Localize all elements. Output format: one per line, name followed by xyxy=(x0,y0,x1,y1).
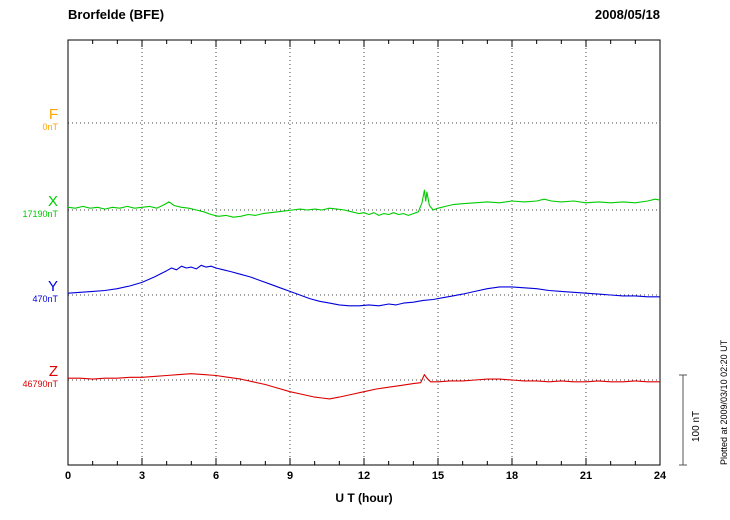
component-label-z: Z 46790nT xyxy=(0,364,58,390)
x-tick-label-9: 9 xyxy=(286,470,294,482)
x-tick-label-12: 12 xyxy=(357,470,371,482)
x-axis-label: U T (hour) xyxy=(335,491,393,505)
component-label-y: Y 470nT xyxy=(0,279,58,305)
plot-date: 2008/05/18 xyxy=(594,7,660,22)
x-tick-label-24: 24 xyxy=(653,470,667,482)
component-letter-x: X xyxy=(47,193,58,210)
component-baseline-value-f: 0nT xyxy=(42,122,58,132)
component-baseline-value-y: 470nT xyxy=(32,294,58,304)
component-label-x: X 17190nT xyxy=(0,194,58,220)
component-label-f: F 0nT xyxy=(0,107,58,133)
component-baseline-value-z: 46790nT xyxy=(22,379,58,389)
x-tick-label-3: 3 xyxy=(138,470,146,482)
component-letter-f: F xyxy=(48,106,58,123)
scale-bar-label: 100 nT xyxy=(691,410,702,442)
x-tick-label-18: 18 xyxy=(505,470,519,482)
x-tick-label-6: 6 xyxy=(212,470,220,482)
x-tick-label-15: 15 xyxy=(431,470,445,482)
x-tick-label-21: 21 xyxy=(579,470,593,482)
component-letter-z: Z xyxy=(48,363,58,380)
x-tick-label-0: 0 xyxy=(64,470,72,482)
component-baseline-value-x: 17190nT xyxy=(22,209,58,219)
plot-title: Brorfelde (BFE) xyxy=(68,7,165,22)
component-letter-y: Y xyxy=(47,278,58,295)
plotted-at-note: Plotted at 2009/03/10 02:20 UT xyxy=(719,339,729,465)
